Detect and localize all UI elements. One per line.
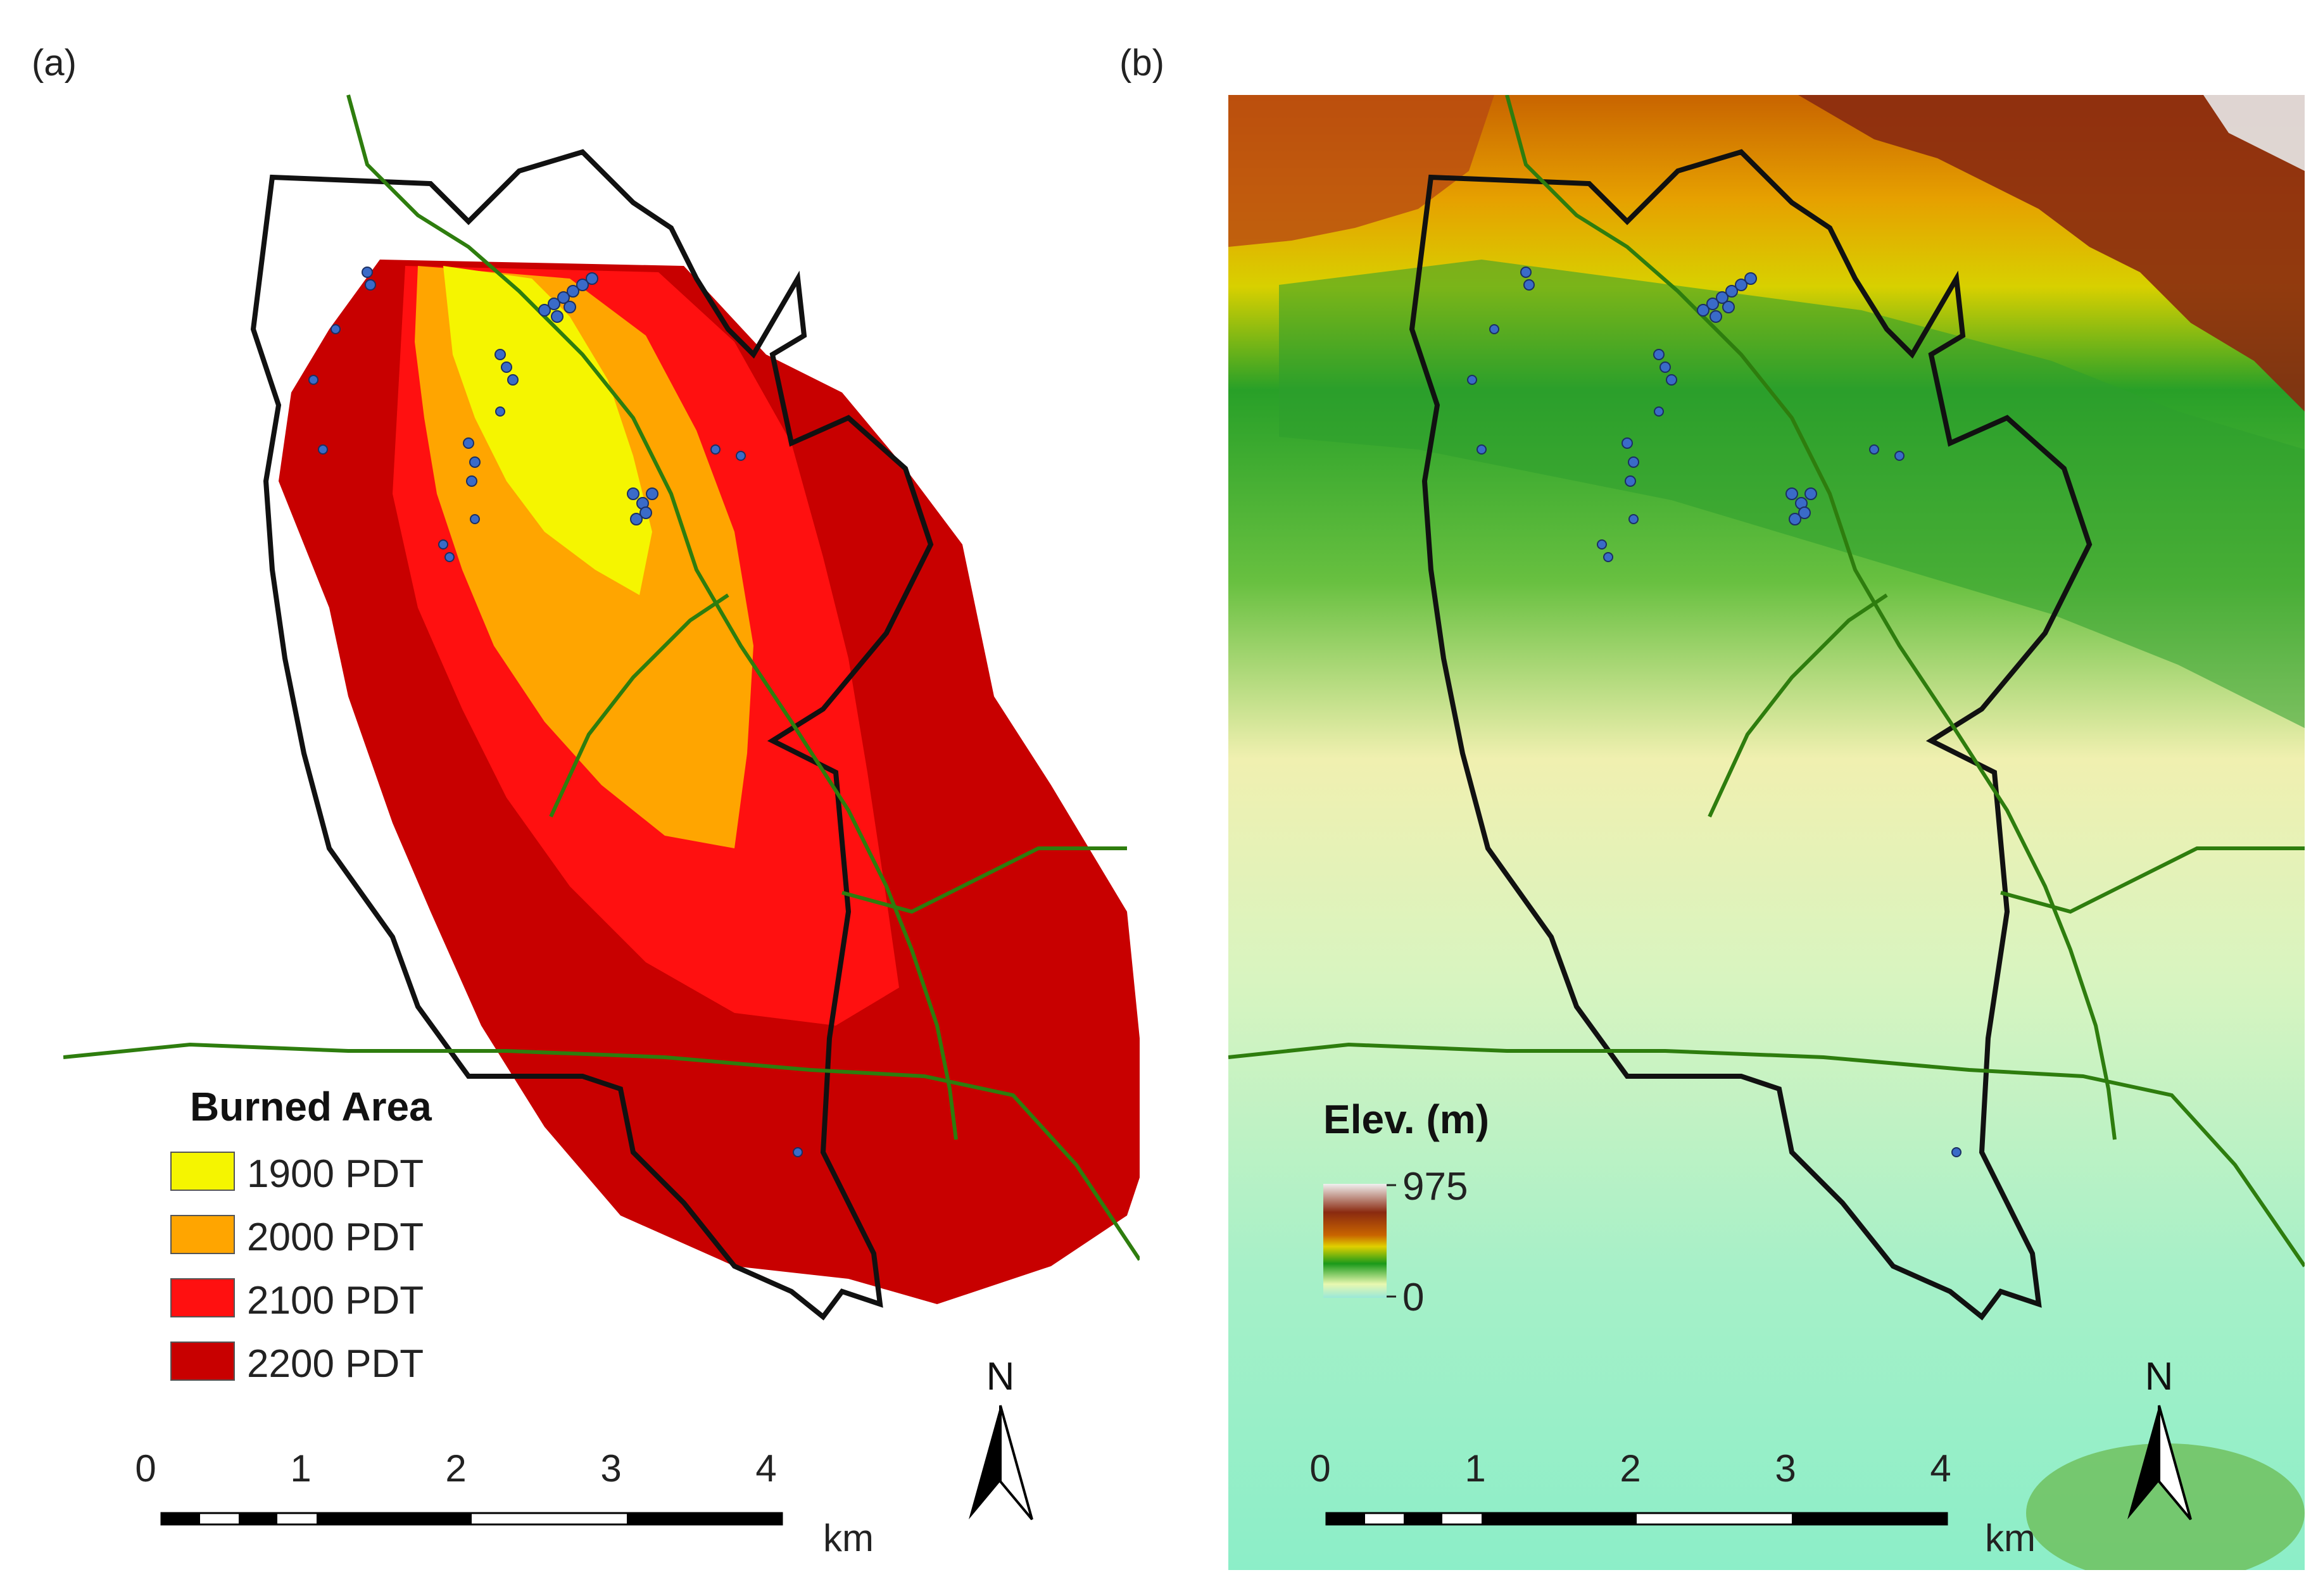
scale-bar: 0 1 2 3 4 km — [1309, 1447, 2036, 1559]
north-arrow-icon: N — [969, 1355, 1033, 1521]
city-boundary — [1409, 149, 2093, 1321]
elevation-legend: Elev. (m) 975 0 — [1323, 1096, 1489, 1319]
legend-label-2200: 2200 PDT — [247, 1342, 424, 1386]
scale-tick-0: 0 — [135, 1447, 156, 1490]
scale-tick-2: 2 — [1620, 1447, 1640, 1490]
panel-b-label: (b) — [1119, 42, 1164, 84]
scale-tick-3: 3 — [600, 1447, 621, 1490]
legend-title: Burned Area — [190, 1084, 432, 1129]
high-terrain — [1798, 95, 2305, 412]
elevation-max-label: 975 — [1402, 1165, 1468, 1209]
legend-swatch-2000 — [170, 1215, 235, 1254]
burned-area-legend: Burned Area 1900 PDT 2000 PDT 2100 PDT 2… — [170, 1084, 432, 1386]
elevation-legend-title: Elev. (m) — [1323, 1096, 1489, 1142]
panel-a-label: (a) — [32, 42, 77, 84]
scale-unit: km — [823, 1517, 874, 1559]
scale-tick-1: 1 — [1464, 1447, 1485, 1490]
legend-label-2100: 2100 PDT — [247, 1279, 424, 1323]
legend-swatch-1900 — [170, 1152, 235, 1191]
elevation-min-label: 0 — [1402, 1276, 1424, 1319]
scale-tick-0: 0 — [1309, 1447, 1330, 1490]
elevation-map: Elev. (m) 975 0 0 1 2 3 4 km N — [1228, 95, 2305, 1570]
scale-tick-4: 4 — [755, 1447, 776, 1490]
north-arrow-icon: N — [2127, 1355, 2192, 1521]
roads — [63, 94, 1140, 1261]
legend-label-1900: 1900 PDT — [247, 1152, 424, 1196]
scale-bar: 0 1 2 3 4 km — [135, 1447, 874, 1559]
legend-label-2000: 2000 PDT — [247, 1216, 424, 1259]
city-boundary — [250, 149, 934, 1321]
legend-swatch-2200 — [170, 1342, 235, 1381]
burned-area-1900 — [443, 266, 652, 595]
building-markers — [308, 267, 803, 1157]
scale-tick-2: 2 — [445, 1447, 466, 1490]
legend-swatch-2100 — [170, 1278, 235, 1317]
burned-area-map: Burned Area 1900 PDT 2000 PDT 2100 PDT 2… — [63, 89, 1140, 1570]
building-markers — [1467, 267, 1962, 1157]
scale-unit: km — [1985, 1517, 2036, 1559]
scale-tick-4: 4 — [1930, 1447, 1951, 1490]
north-label: N — [986, 1355, 1015, 1398]
roads — [1228, 95, 2305, 1267]
scale-tick-3: 3 — [1775, 1447, 1796, 1490]
elevation-colorbar — [1323, 1184, 1387, 1298]
north-label: N — [2145, 1355, 2174, 1398]
scale-tick-1: 1 — [290, 1447, 311, 1490]
